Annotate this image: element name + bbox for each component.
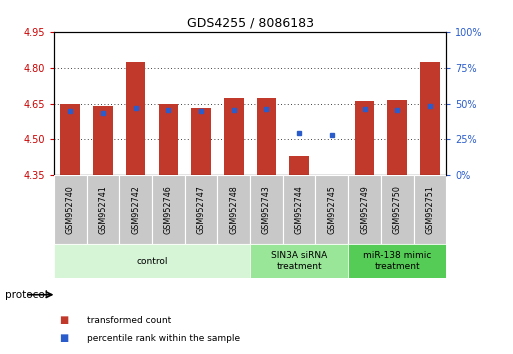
Text: miR-138 mimic
treatment: miR-138 mimic treatment	[363, 251, 431, 271]
Text: GSM952743: GSM952743	[262, 185, 271, 234]
Text: SIN3A siRNA
treatment: SIN3A siRNA treatment	[271, 251, 327, 271]
Text: control: control	[136, 257, 168, 266]
Bar	[348, 175, 381, 244]
Text: transformed count: transformed count	[87, 316, 171, 325]
Bar	[54, 175, 87, 244]
Bar	[152, 175, 185, 244]
Bar	[387, 100, 407, 175]
Bar	[283, 175, 315, 244]
Bar	[315, 175, 348, 244]
Bar	[348, 244, 446, 278]
Text: GSM952745: GSM952745	[327, 185, 337, 234]
Text: GSM952748: GSM952748	[229, 185, 238, 234]
Bar	[93, 107, 113, 175]
Bar	[87, 175, 119, 244]
Text: GSM952742: GSM952742	[131, 185, 140, 234]
Bar	[289, 156, 309, 175]
Text: GSM952746: GSM952746	[164, 185, 173, 234]
Bar	[54, 244, 250, 278]
Text: ■: ■	[59, 315, 68, 325]
Bar	[381, 175, 413, 244]
Text: percentile rank within the sample: percentile rank within the sample	[87, 333, 240, 343]
Bar	[224, 98, 244, 175]
Bar	[256, 98, 276, 175]
Bar	[413, 175, 446, 244]
Title: GDS4255 / 8086183: GDS4255 / 8086183	[187, 16, 313, 29]
Text: GSM952750: GSM952750	[393, 185, 402, 234]
Text: GSM952741: GSM952741	[98, 185, 107, 234]
Text: GSM952751: GSM952751	[425, 185, 435, 234]
Text: GSM952749: GSM952749	[360, 185, 369, 234]
Bar	[250, 244, 348, 278]
Bar	[61, 104, 80, 175]
Bar	[250, 175, 283, 244]
Text: GSM952747: GSM952747	[196, 185, 206, 234]
Bar	[354, 101, 374, 175]
Bar	[218, 175, 250, 244]
Bar	[185, 175, 218, 244]
Bar	[420, 62, 440, 175]
Bar	[191, 108, 211, 175]
Text: protocol: protocol	[5, 290, 48, 300]
Text: GSM952744: GSM952744	[294, 185, 304, 234]
Bar	[119, 175, 152, 244]
Bar	[126, 62, 145, 175]
Text: GSM952740: GSM952740	[66, 185, 75, 234]
Bar	[159, 104, 178, 175]
Text: ■: ■	[59, 333, 68, 343]
